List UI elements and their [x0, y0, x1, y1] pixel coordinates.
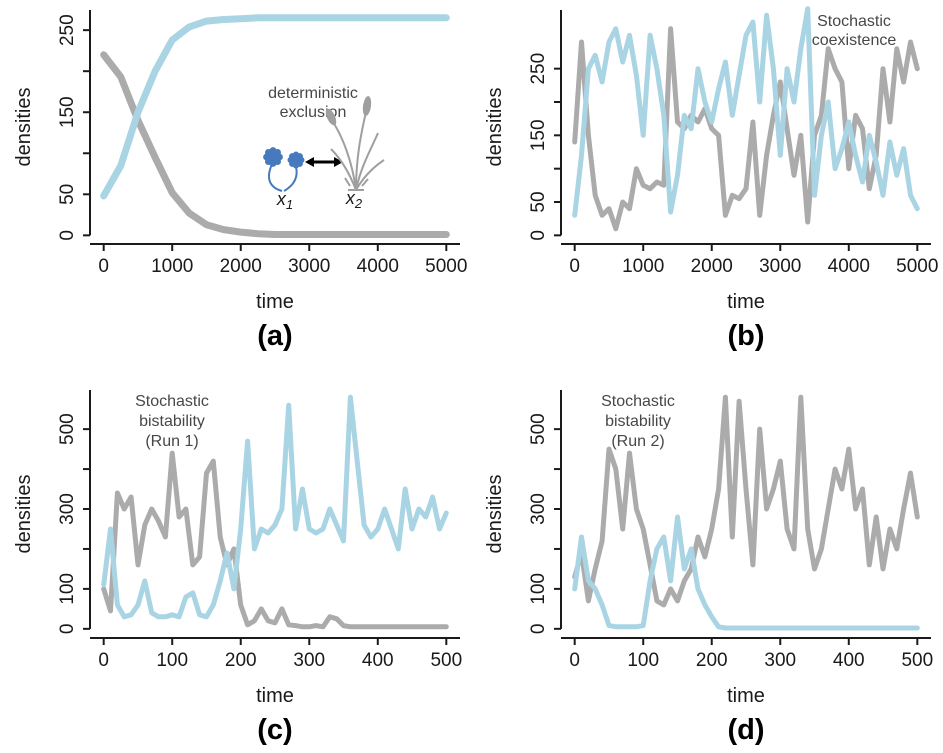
panel-a: deterministic exclusion: [0, 0, 471, 376]
x-tick-label: 2000: [220, 256, 262, 277]
panel-caption: (b): [727, 320, 764, 352]
x-tick-label: 3000: [288, 256, 330, 277]
x-tick-label: 200: [225, 650, 257, 671]
x-tick-label: 1000: [622, 256, 664, 277]
species-x2-label: x2: [345, 188, 363, 211]
panel-caption: (c): [257, 714, 292, 746]
series-x2-gray-line: [572, 394, 920, 608]
x-tick-label: 300: [293, 650, 325, 671]
y-tick-label: 300: [528, 493, 549, 525]
x-tick-label: 500: [430, 650, 462, 671]
series-x1-blue-line: [100, 14, 450, 200]
panel-annotation-line: Stochastic: [135, 393, 209, 410]
x-tick-label: 200: [696, 650, 728, 671]
panel-annotation-line: bistability: [139, 413, 205, 430]
x-tick-label: 400: [833, 650, 865, 671]
y-tick-label: 100: [528, 573, 549, 605]
y-tick-label: 250: [57, 14, 78, 46]
y-tick-label: 50: [528, 191, 549, 212]
x-tick-label: 2000: [691, 256, 733, 277]
panel-d: 0 100 200 300 400 500 0 100 300 500 densities time S…: [471, 376, 943, 753]
series-x2-gray-line: [572, 26, 920, 232]
panel-b-chart: 0 1000 2000 3000 4000 5000 0 50 150 250 densities t…: [484, 6, 938, 352]
y-tick-label: 0: [528, 230, 549, 241]
x-tick-label: 100: [156, 650, 188, 671]
x-tick-label: 1000: [151, 256, 193, 277]
y-tick-label: 300: [57, 493, 78, 525]
series-x1-blue-line: [572, 6, 920, 218]
y-tick-label: 0: [57, 624, 78, 635]
series-x2-gray-line: [101, 450, 449, 630]
double-arrow-icon: [305, 157, 343, 167]
x-tick-label: 5000: [896, 256, 938, 277]
panel-b: 0 1000 2000 3000 4000 5000 0 50 150 250 densities t…: [471, 0, 943, 376]
y-tick-label: 500: [57, 413, 78, 445]
x-axis-label: time: [727, 291, 765, 313]
series-x1-blue-line: [572, 514, 920, 631]
x-axis-label: time: [727, 685, 765, 707]
y-axis-label: densities: [484, 475, 506, 554]
panel-annotation-line: Stochastic: [601, 393, 675, 410]
panel-caption: (a): [257, 320, 292, 352]
arrow-head-left: [305, 157, 314, 167]
flower-stem: [283, 166, 298, 192]
panel-annotation-line: bistability: [605, 413, 671, 430]
series-x2-gray-line: [100, 51, 450, 238]
x-tick-label: 5000: [425, 256, 467, 277]
x-tick-label: 0: [569, 650, 580, 671]
y-tick-label: 100: [57, 573, 78, 605]
blue-flower-icon: [263, 147, 305, 192]
y-axis-label: densities: [13, 475, 35, 554]
panel-annotation-line: (Run 1): [145, 433, 198, 450]
x-axis-label: time: [256, 685, 294, 707]
panel-annotation-line: coexistence: [812, 32, 897, 49]
panel-annotation-line: Stochastic: [817, 13, 891, 30]
x-tick-label: 4000: [357, 256, 399, 277]
y-axis-label: densities: [484, 88, 506, 167]
x-tick-label: 500: [901, 650, 933, 671]
y-tick-label: 50: [57, 184, 78, 205]
inset-title-line-1: deterministic: [268, 85, 358, 102]
panel-c-chart: 0 100 200 300 400 500 0 100 300 500 densities time S…: [13, 390, 462, 746]
x-tick-label: 400: [362, 650, 394, 671]
flower-stem: [268, 163, 283, 192]
inset-deterministic-exclusion: deterministic exclusion: [263, 85, 385, 212]
y-tick-label: 0: [528, 624, 549, 635]
x-tick-label: 0: [98, 650, 109, 671]
gray-grass-icon: [325, 96, 385, 191]
x-tick-label: 100: [627, 650, 659, 671]
series-x1-blue-line: [101, 394, 449, 620]
panel-c: 0 100 200 300 400 500 0 100 300 500 densities time S…: [0, 376, 471, 753]
x-tick-label: 300: [764, 650, 796, 671]
panel-a-chart: deterministic exclusion: [13, 10, 467, 352]
inset-title-line-2: exclusion: [280, 104, 347, 121]
arrow-head-right: [334, 157, 343, 167]
y-tick-label: 250: [528, 53, 549, 85]
y-axis-label: densities: [13, 88, 35, 167]
panel-annotation-line: (Run 2): [611, 433, 664, 450]
y-tick-label: 150: [57, 96, 78, 128]
x-tick-label: 4000: [828, 256, 870, 277]
x-tick-label: 0: [569, 256, 580, 277]
y-tick-label: 500: [528, 413, 549, 445]
panel-caption: (d): [727, 714, 764, 746]
x-tick-label: 3000: [759, 256, 801, 277]
species-x1-label: x1: [276, 189, 293, 212]
y-tick-label: 0: [57, 230, 78, 241]
x-tick-label: 0: [98, 256, 109, 277]
x-axis-label: time: [256, 291, 294, 313]
panel-d-chart: 0 100 200 300 400 500 0 100 300 500 densities time S…: [484, 390, 933, 746]
y-tick-label: 150: [528, 119, 549, 151]
